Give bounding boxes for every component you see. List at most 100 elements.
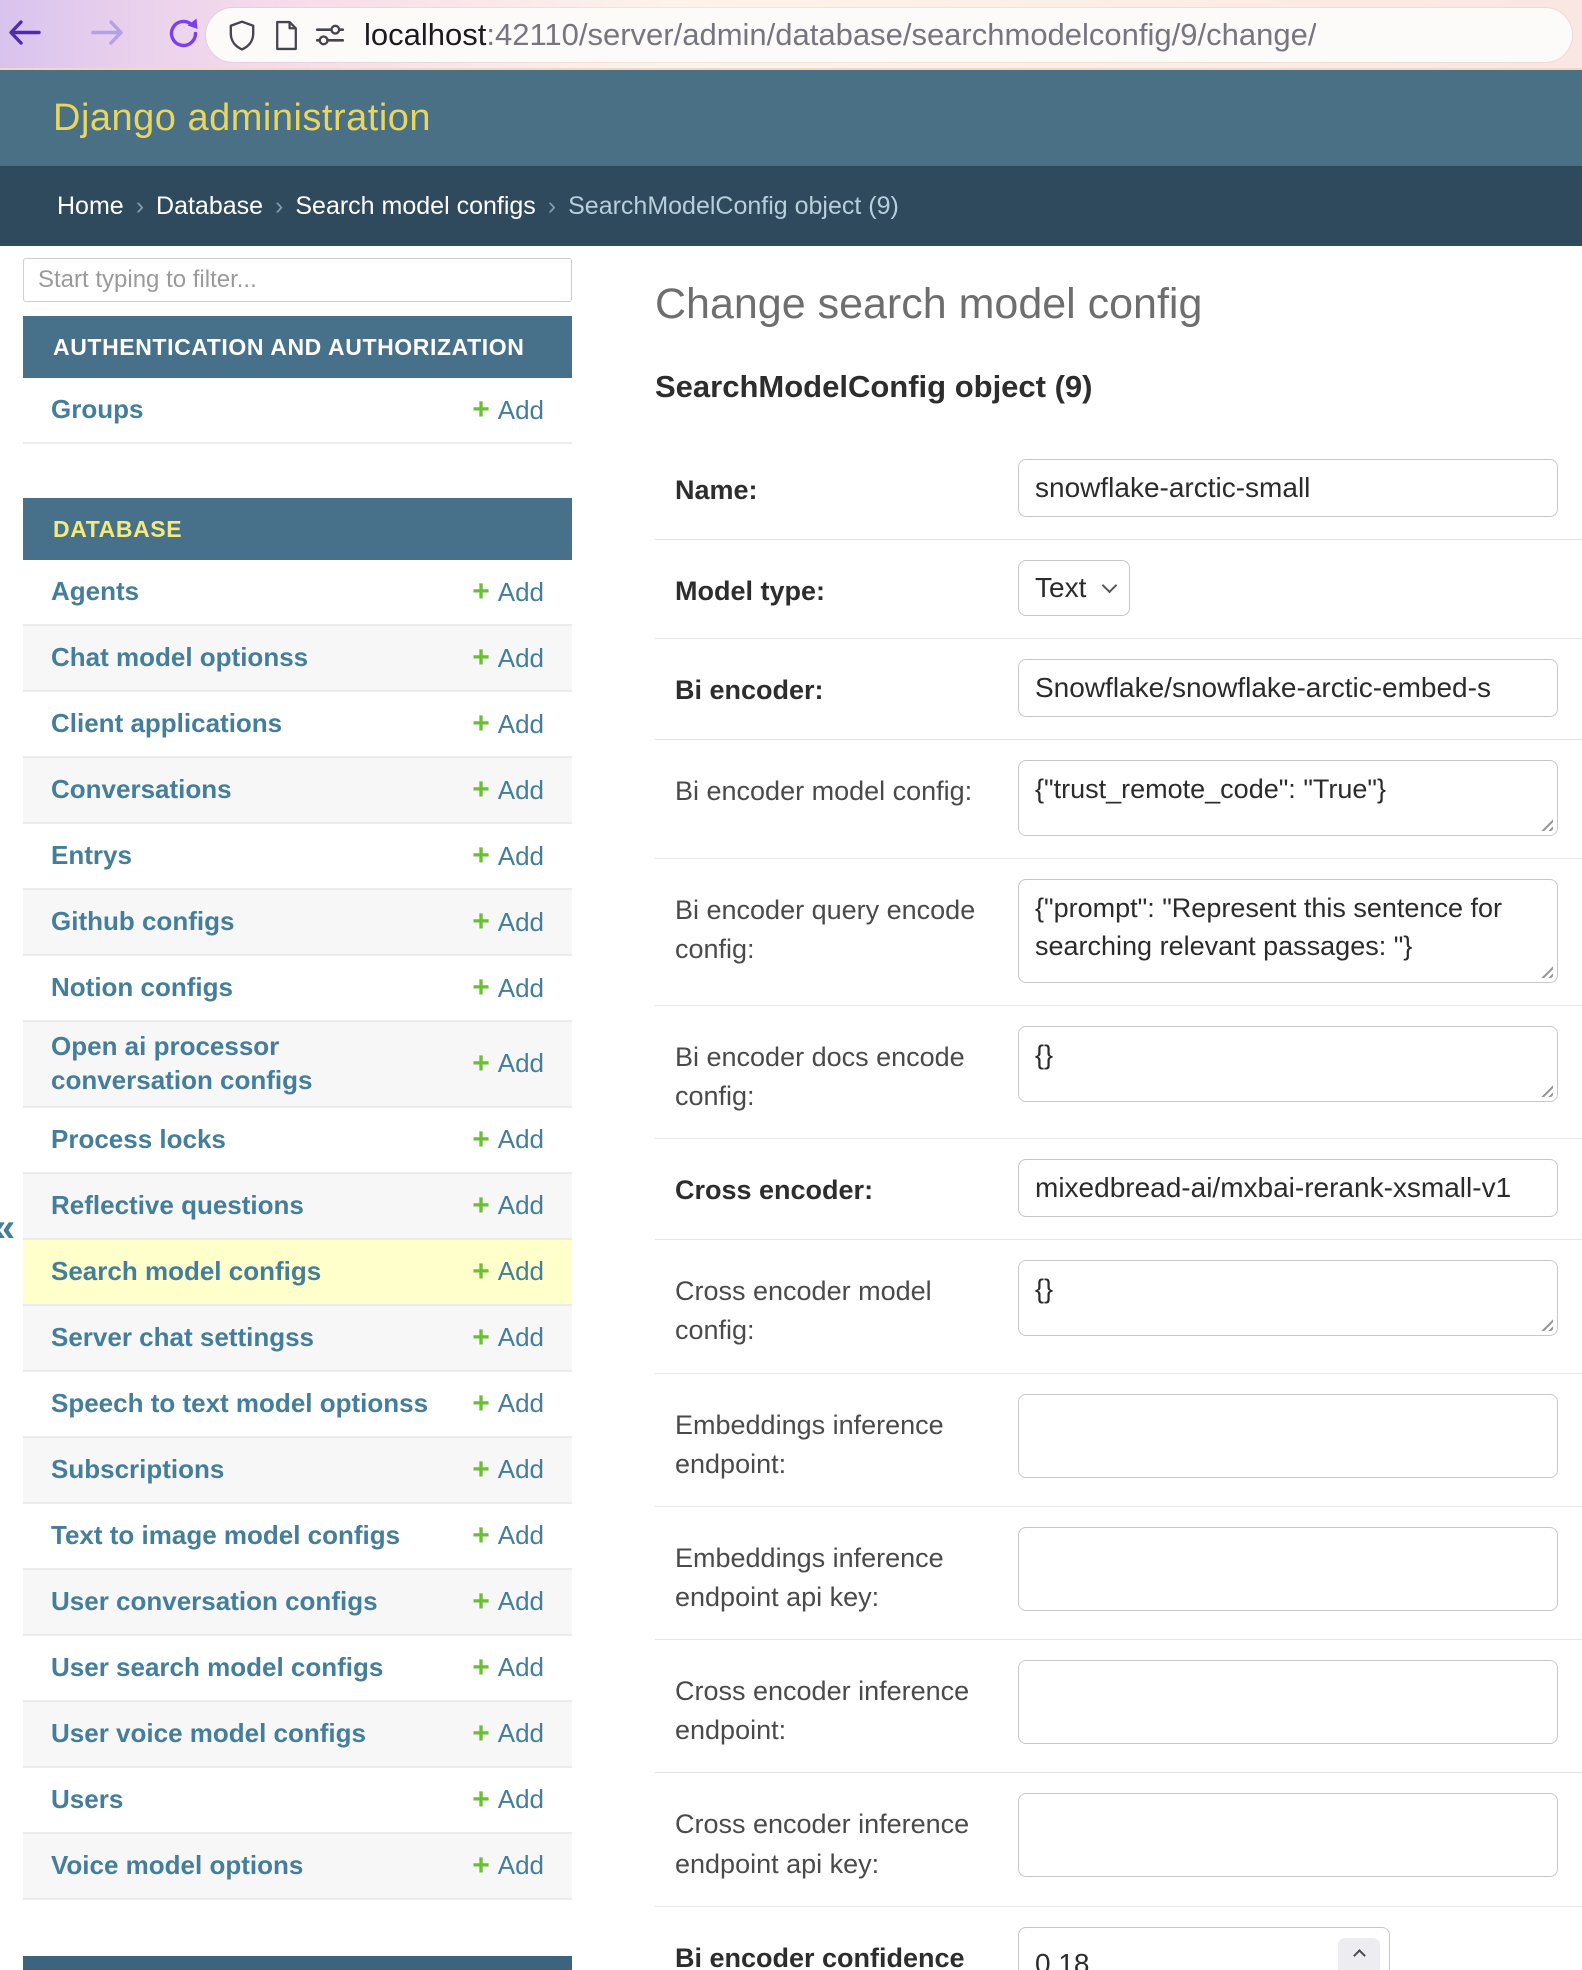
breadcrumb-separator: › (547, 191, 557, 220)
add-label: Add (497, 1322, 544, 1353)
sidebar-link-chat-model-optionss[interactable]: Chat model optionss (51, 642, 309, 673)
field-control-model-type: Text (1018, 560, 1582, 616)
plus-icon: + (472, 1782, 490, 1816)
cross-encoder-input[interactable] (1018, 1159, 1558, 1218)
add-conversations-link[interactable]: + Add (472, 775, 544, 806)
sidebar-link-speech-to-text-model-optionss[interactable]: Speech to text model optionss (51, 1387, 429, 1418)
breadcrumb-link-home[interactable]: Home (57, 191, 124, 220)
page-info-icon[interactable] (264, 13, 308, 57)
sidebar-collapse-toggle[interactable]: « (0, 1206, 15, 1251)
url-bar[interactable]: localhost:42110/server/admin/database/se… (206, 8, 1572, 62)
add-users-link[interactable]: + Add (472, 1784, 544, 1815)
permissions-icon[interactable] (308, 13, 352, 57)
add-client-applications-link[interactable]: + Add (472, 709, 544, 740)
breadcrumb-link-search-model-configs[interactable]: Search model configs (295, 191, 536, 220)
sidebar-section-header-authentication-and-authorization: AUTHENTICATION AND AUTHORIZATION (23, 316, 572, 378)
shield-icon[interactable] (220, 13, 264, 57)
sidebar-link-users[interactable]: Users (51, 1783, 124, 1814)
embeddings-inference-endpoint-api-key-input[interactable] (1018, 1526, 1558, 1611)
sidebar-link-user-voice-model-configs[interactable]: User voice model configs (51, 1717, 366, 1748)
add-label: Add (497, 1048, 544, 1079)
sidebar-item-server-chat-settingss: Server chat settingss + Add (23, 1305, 572, 1372)
forward-button[interactable] (88, 14, 128, 54)
bi-encoder-model-config-textarea[interactable] (1018, 760, 1558, 836)
sidebar-item-voice-model-options: Voice model options + Add (23, 1833, 572, 1900)
add-open-ai-processor-conversation-configs-link[interactable]: + Add (472, 1048, 544, 1079)
plus-icon: + (472, 1188, 490, 1222)
add-entrys-link[interactable]: + Add (472, 841, 544, 872)
sidebar-link-voice-model-options[interactable]: Voice model options (51, 1849, 304, 1880)
sidebar-link-entrys[interactable]: Entrys (51, 840, 132, 871)
add-groups-link[interactable]: + Add (472, 395, 544, 426)
sidebar-link-agents[interactable]: Agents (51, 576, 140, 607)
add-speech-to-text-model-optionss-link[interactable]: + Add (472, 1388, 544, 1419)
sidebar-link-notion-configs[interactable]: Notion configs (51, 972, 233, 1003)
add-server-chat-settingss-link[interactable]: + Add (472, 1322, 544, 1353)
refresh-button[interactable] (164, 14, 204, 54)
sidebar-section-header-database: DATABASE (23, 498, 572, 560)
sidebar-link-text-to-image-model-configs[interactable]: Text to image model configs (51, 1519, 401, 1550)
plus-icon: + (472, 1518, 490, 1552)
add-label: Add (497, 774, 544, 805)
browser-toolbar: localhost:42110/server/admin/database/se… (0, 0, 1582, 70)
add-label: Add (497, 708, 544, 739)
stepper-up-icon[interactable] (1352, 1949, 1366, 1963)
cross-encoder-inference-endpoint-input[interactable] (1018, 1660, 1558, 1745)
sidebar-link-subscriptions[interactable]: Subscriptions (51, 1453, 225, 1484)
bi-encoder-confidence-threshold-number-wrap (1018, 1926, 1390, 1970)
add-process-locks-link[interactable]: + Add (472, 1124, 544, 1155)
field-label-name: Name: (675, 475, 758, 505)
add-voice-model-options-link[interactable]: + Add (472, 1850, 544, 1881)
sidebar-link-reflective-questions[interactable]: Reflective questions (51, 1189, 304, 1220)
sidebar-link-user-search-model-configs[interactable]: User search model configs (51, 1651, 384, 1682)
model-type-select[interactable]: Text (1018, 560, 1130, 616)
name-input[interactable] (1018, 459, 1558, 517)
add-agents-link[interactable]: + Add (472, 577, 544, 608)
add-reflective-questions-link[interactable]: + Add (472, 1190, 544, 1221)
sidebar-link-client-applications[interactable]: Client applications (51, 708, 283, 739)
add-label: Add (497, 1124, 544, 1155)
embeddings-inference-endpoint-input[interactable] (1018, 1393, 1558, 1478)
bi-encoder-query-encode-config-textarea[interactable] (1018, 879, 1558, 983)
add-user-voice-model-configs-link[interactable]: + Add (472, 1718, 544, 1749)
url-path: :42110/server/admin/database/searchmodel… (486, 17, 1317, 52)
add-chat-model-optionss-link[interactable]: + Add (472, 643, 544, 674)
field-label-bi-encoder-query-encode-config: Bi encoder query encode config: (675, 895, 976, 965)
add-subscriptions-link[interactable]: + Add (472, 1454, 544, 1485)
bi-encoder-input[interactable] (1018, 659, 1558, 717)
add-label: Add (497, 642, 544, 673)
bi-encoder-docs-encode-config-textarea[interactable] (1018, 1026, 1558, 1102)
cross-encoder-model-config-textarea[interactable] (1018, 1260, 1558, 1337)
add-text-to-image-model-configs-link[interactable]: + Add (472, 1520, 544, 1551)
sidebar-link-open-ai-processor-conversation-configs[interactable]: Open ai processor conversation configs (51, 1031, 313, 1095)
add-user-conversation-configs-link[interactable]: + Add (472, 1586, 544, 1617)
back-button[interactable] (4, 14, 44, 54)
bi-encoder-confidence-threshold-input[interactable] (1018, 1926, 1390, 1970)
add-user-search-model-configs-link[interactable]: + Add (472, 1652, 544, 1683)
field-control-bi-encoder (1018, 659, 1582, 717)
add-label: Add (497, 1586, 544, 1617)
forward-arrow-icon (91, 20, 123, 45)
sidebar-link-github-configs[interactable]: Github configs (51, 906, 235, 937)
add-search-model-configs-link[interactable]: + Add (472, 1256, 544, 1287)
breadcrumb-link-database[interactable]: Database (156, 191, 264, 220)
stepper-down-icon[interactable] (1352, 1965, 1366, 1970)
sidebar-link-search-model-configs[interactable]: Search model configs (51, 1255, 322, 1286)
add-label: Add (497, 906, 544, 937)
site-title[interactable]: Django administration (53, 96, 432, 139)
sidebar-link-groups[interactable]: Groups (51, 394, 144, 425)
bi-encoder-model-config-textarea-wrap (1018, 760, 1558, 836)
add-github-configs-link[interactable]: + Add (472, 907, 544, 938)
sidebar-filter-input[interactable] (23, 258, 572, 302)
add-notion-configs-link[interactable]: + Add (472, 973, 544, 1004)
plus-icon: + (472, 1386, 490, 1420)
sidebar-link-user-conversation-configs[interactable]: User conversation configs (51, 1585, 378, 1616)
sidebar-link-process-locks[interactable]: Process locks (51, 1123, 226, 1154)
number-stepper[interactable] (1338, 1937, 1380, 1970)
cross-encoder-inference-endpoint-api-key-input[interactable] (1018, 1793, 1558, 1878)
field-label-bi-encoder-confidence-threshold: Bi encoder confidence threshold: (675, 1942, 965, 1970)
form-row-embeddings-inference-endpoint: Embeddings inference endpoint: (655, 1374, 1582, 1507)
sidebar-link-server-chat-settingss[interactable]: Server chat settingss (51, 1321, 315, 1352)
sidebar-link-conversations[interactable]: Conversations (51, 774, 232, 805)
field-control-bi-encoder-docs-encode-config (1018, 1026, 1582, 1116)
